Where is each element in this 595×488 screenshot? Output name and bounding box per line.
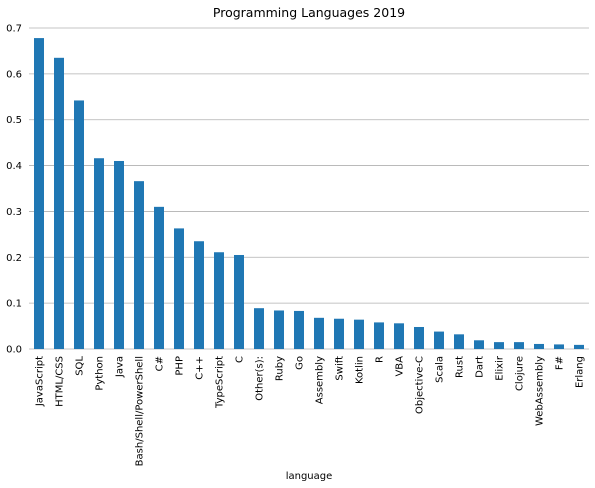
x-tick-label: Objective-C — [415, 356, 426, 414]
x-tick-label: HTML/CSS — [55, 356, 66, 407]
y-tick-labels: 0.0 0.1 0.2 0.3 0.4 0.5 0.6 0.7 — [6, 24, 22, 356]
bar — [94, 158, 104, 349]
bar — [434, 331, 444, 349]
bar — [314, 317, 324, 349]
y-tick-label: 0.2 — [6, 253, 22, 264]
x-tick-label: C — [235, 356, 246, 363]
y-tick-label: 0.0 — [6, 345, 22, 356]
x-tick-label: Assembly — [315, 356, 326, 404]
x-tick-label: JavaScript — [35, 356, 46, 407]
x-tick-label: Dart — [475, 356, 486, 378]
y-tick-label: 0.3 — [6, 207, 22, 218]
bar — [214, 252, 224, 349]
y-tick-label: 0.7 — [6, 24, 22, 35]
y-tick-label: 0.6 — [6, 69, 22, 80]
x-tick-label: Rust — [455, 356, 466, 378]
x-tick-label: Python — [95, 356, 106, 391]
x-tick-label: WebAssembly — [535, 356, 546, 426]
bar — [294, 310, 304, 349]
bar — [334, 318, 344, 349]
gridlines — [29, 27, 589, 350]
x-tick-label: Other(s): — [255, 356, 266, 401]
bar — [554, 344, 564, 349]
x-axis-label: language — [286, 471, 333, 482]
y-tick-label: 0.5 — [6, 115, 22, 126]
x-tick-label: F# — [555, 356, 566, 370]
x-tick-label: Bash/Shell/PowerShell — [135, 356, 146, 466]
bar — [254, 308, 264, 349]
bar — [574, 344, 584, 349]
x-tick-label: C# — [155, 356, 166, 371]
x-tick-label: R — [375, 356, 386, 363]
bar — [514, 342, 524, 349]
bars — [34, 38, 584, 350]
x-tick-label: Java — [115, 356, 126, 378]
bar — [74, 100, 84, 349]
bar — [194, 241, 204, 349]
bar — [494, 342, 504, 349]
bar — [234, 254, 244, 349]
bar — [174, 228, 184, 349]
y-tick-label: 0.1 — [6, 299, 22, 310]
x-tick-label: PHP — [175, 356, 186, 376]
x-tick-labels: JavaScript HTML/CSS SQL Python Java Bash/Shel… — [35, 355, 586, 466]
bar — [274, 310, 284, 349]
x-tick-label: Clojure — [515, 356, 526, 391]
bar — [534, 343, 544, 349]
x-tick-label: Elixir — [495, 355, 506, 381]
bar — [474, 340, 484, 349]
x-tick-label: Kotlin — [355, 356, 366, 384]
bar — [34, 38, 44, 350]
chart-title: Programming Languages 2019 — [213, 5, 405, 20]
bar — [54, 57, 64, 350]
x-tick-label: VBA — [395, 356, 406, 377]
bar — [394, 323, 404, 349]
x-tick-label: C++ — [195, 356, 206, 380]
x-tick-label: Erlang — [575, 356, 586, 388]
x-tick-label: Swift — [335, 356, 346, 381]
x-tick-label: SQL — [75, 356, 86, 376]
x-tick-label: Scala — [435, 356, 446, 383]
x-tick-label: Ruby — [275, 356, 286, 381]
bar — [354, 319, 364, 349]
bar — [454, 334, 464, 349]
bar — [374, 322, 384, 349]
bar — [134, 181, 144, 349]
x-tick-label: TypeScript — [215, 356, 226, 409]
bar — [414, 326, 424, 349]
bar — [114, 160, 124, 349]
y-tick-label: 0.4 — [6, 161, 22, 172]
bar — [154, 206, 164, 349]
x-tick-label: Go — [295, 356, 306, 370]
